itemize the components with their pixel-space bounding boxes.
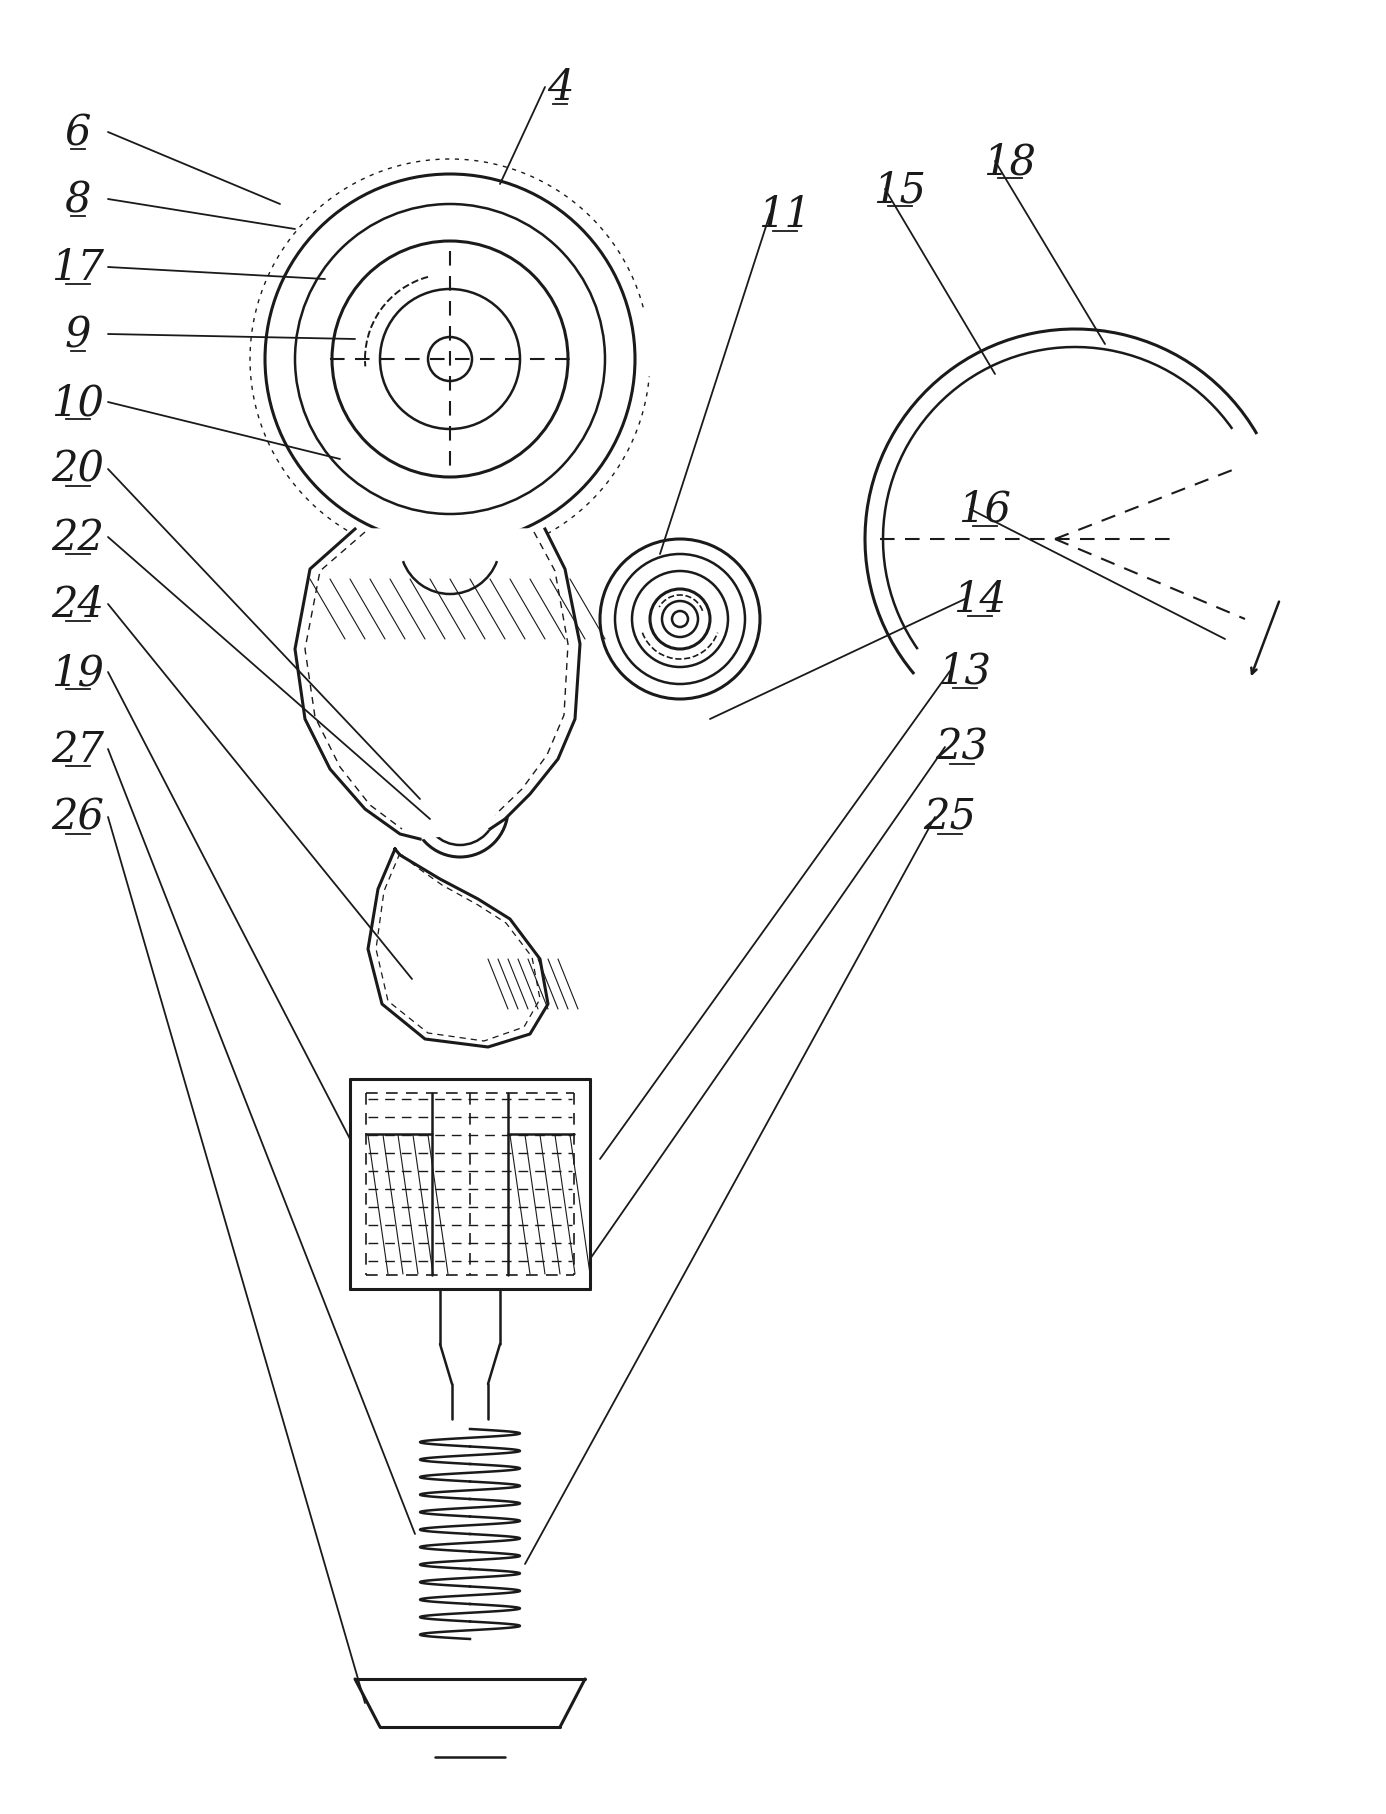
Text: 25: 25 <box>923 796 977 838</box>
Text: 20: 20 <box>51 448 104 492</box>
Text: 13: 13 <box>938 651 991 693</box>
Text: 8: 8 <box>65 180 91 221</box>
Text: 27: 27 <box>51 729 104 771</box>
Text: 16: 16 <box>959 488 1012 532</box>
Text: 11: 11 <box>758 194 811 236</box>
Text: 19: 19 <box>51 651 104 693</box>
Text: 23: 23 <box>936 727 988 769</box>
Polygon shape <box>369 849 547 1047</box>
Text: 15: 15 <box>873 169 926 210</box>
Text: 24: 24 <box>51 584 104 626</box>
Text: 6: 6 <box>65 112 91 154</box>
Text: 17: 17 <box>51 247 104 288</box>
Text: 9: 9 <box>65 314 91 356</box>
Text: 14: 14 <box>954 579 1006 620</box>
Polygon shape <box>295 530 579 840</box>
Text: 18: 18 <box>984 141 1037 183</box>
Text: 10: 10 <box>51 381 104 424</box>
Text: 4: 4 <box>546 67 574 109</box>
Text: 26: 26 <box>51 796 104 838</box>
Text: 22: 22 <box>51 517 104 559</box>
